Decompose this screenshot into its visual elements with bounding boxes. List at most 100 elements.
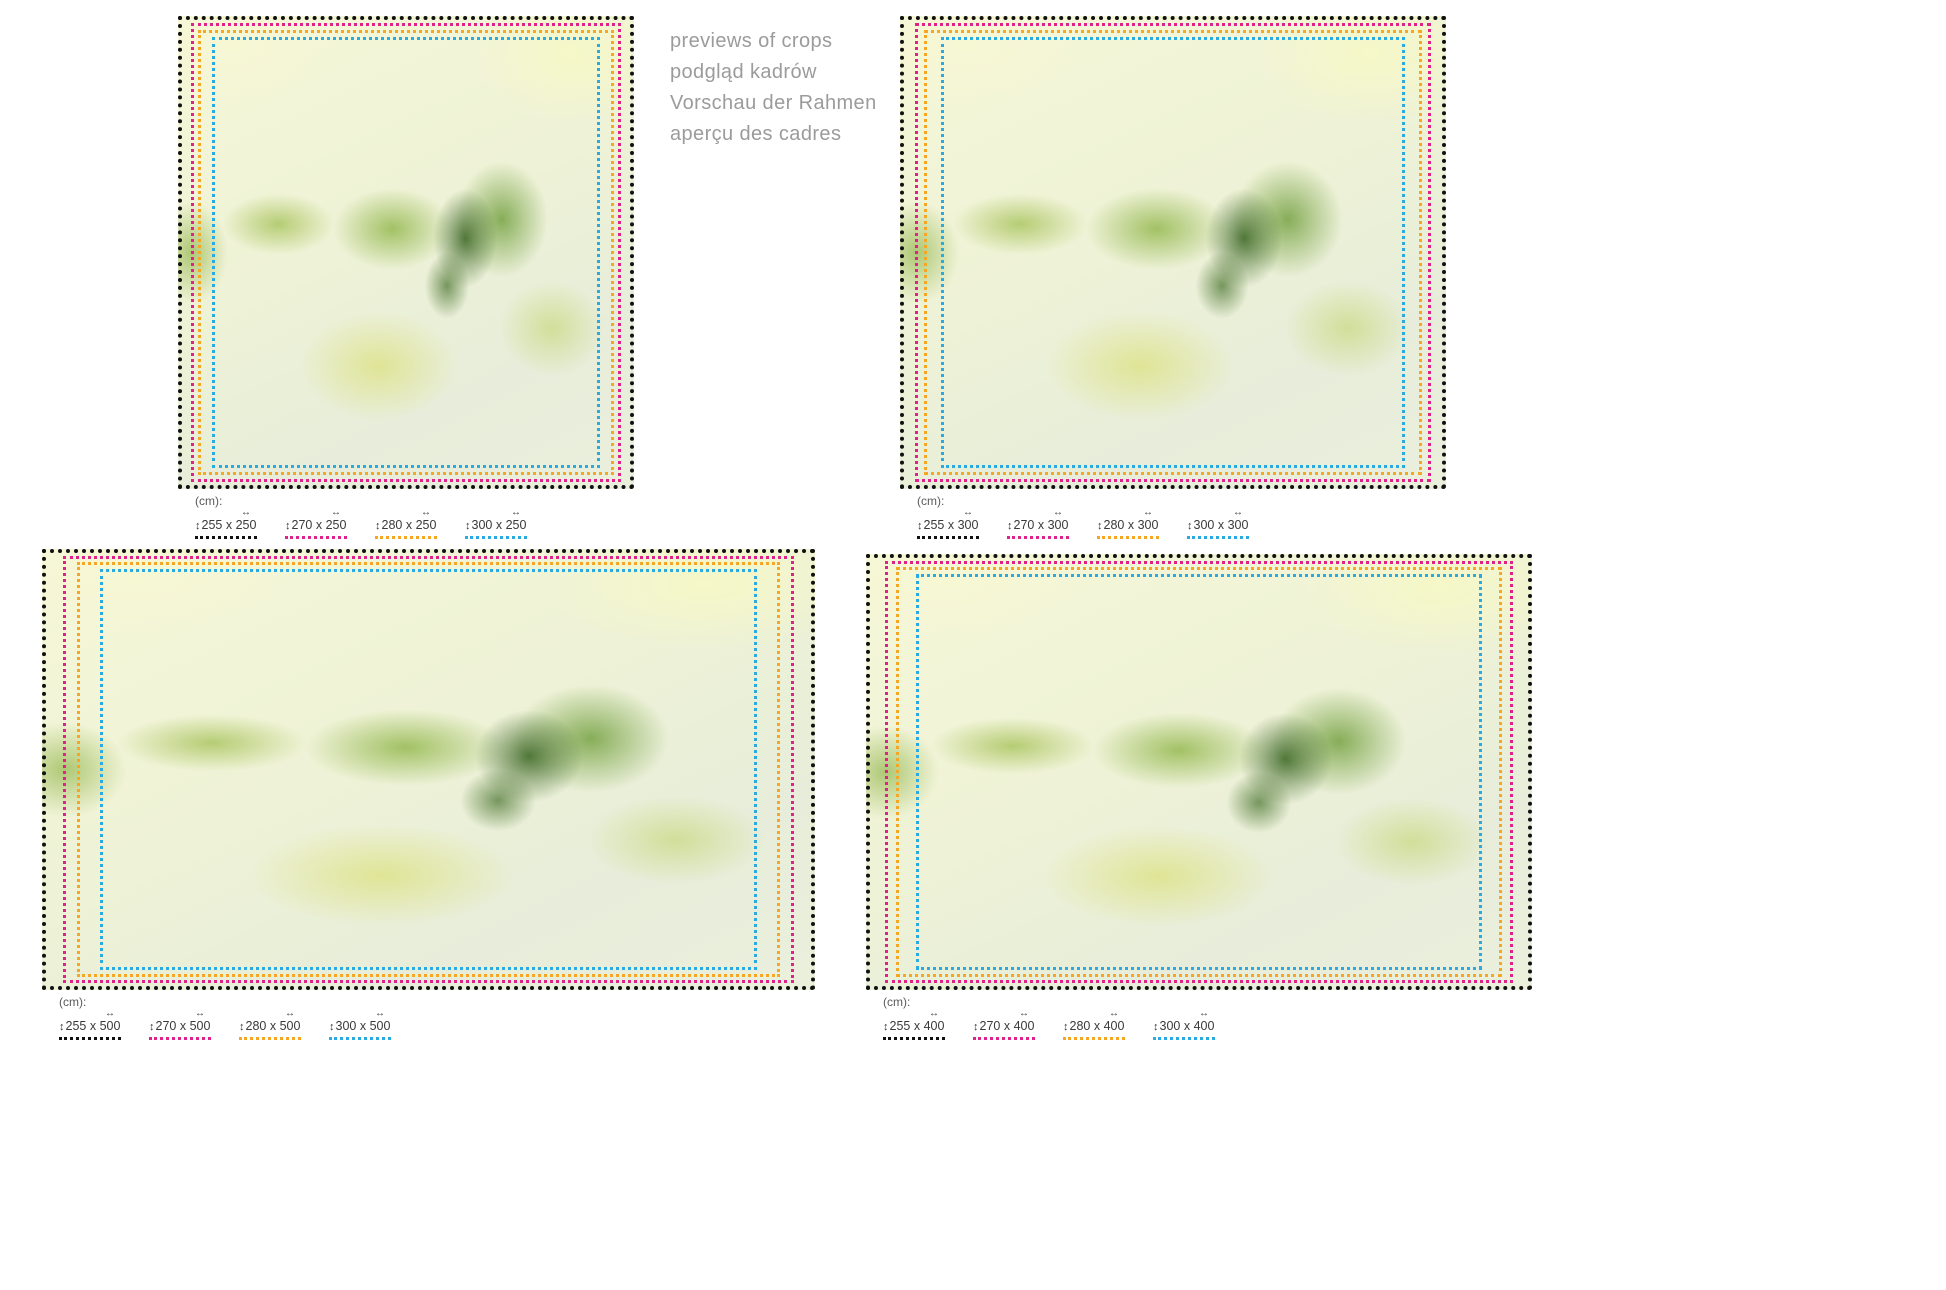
crop-size-label: ↕280 x ↔ 250 xyxy=(375,507,439,532)
size-separator: x xyxy=(402,518,416,532)
size-legend: (cm): ↕255 x ↔ 300 ↕270 x ↔ 300 ↕280 x ↔ 300 ↕… xyxy=(900,494,1446,539)
height-arrow-icon: ↕ xyxy=(239,1021,245,1033)
watercolor-artwork xyxy=(866,554,1532,990)
unit-label: (cm): xyxy=(917,494,945,508)
size-separator: x xyxy=(1090,1019,1104,1033)
height-arrow-icon: ↕ xyxy=(1007,520,1013,532)
height-arrow-icon: ↕ xyxy=(973,1021,979,1033)
size-separator: x xyxy=(266,1019,280,1033)
crop-width-value: ↔ 300 xyxy=(1137,507,1159,532)
crop-frame-300x500-blue xyxy=(100,569,757,970)
crop-width-value: ↔ 300 xyxy=(957,507,979,532)
size-legend: (cm): ↕255 x ↔ 250 ↕270 x ↔ 250 ↕280 x ↔ 250 ↕… xyxy=(178,494,634,539)
crop-preview-panel-500: (cm): ↕255 x ↔ 500 ↕270 x ↔ 500 ↕280 x ↔ 500 ↕… xyxy=(42,549,815,1040)
crop-width-value: ↔ 300 xyxy=(1047,507,1069,532)
dotted-line-swatch-pink xyxy=(1007,536,1069,539)
crop-frame-255x400-black xyxy=(866,554,1532,990)
dotted-line-swatch-blue xyxy=(329,1037,391,1040)
crop-size-label: ↕280 x ↔ 300 xyxy=(1097,507,1161,532)
crop-width-value: ↔ 500 xyxy=(189,1008,211,1033)
height-arrow-icon: ↕ xyxy=(917,520,923,532)
width-arrow-icon: ↔ xyxy=(1232,507,1243,518)
pattern-preview-image xyxy=(42,549,815,990)
crop-frame-280x500-orange xyxy=(77,562,780,977)
crop-frame-300x300-blue xyxy=(941,37,1405,468)
crop-frame-300x250-blue xyxy=(212,37,600,468)
crop-size-label: ↕270 x ↔ 500 xyxy=(149,1008,213,1033)
height-arrow-icon: ↕ xyxy=(1097,520,1103,532)
title-line-fr: aperçu des cadres xyxy=(670,123,842,145)
crop-height-value: 255 xyxy=(65,1019,87,1033)
dotted-line-swatch-pink xyxy=(149,1037,211,1040)
crop-size-item-300x500: ↕300 x ↔ 500 xyxy=(329,1008,393,1040)
watercolor-artwork xyxy=(42,549,815,990)
width-arrow-icon: ↔ xyxy=(510,507,521,518)
crop-size-item-280x250: ↕280 x ↔ 250 xyxy=(375,507,439,539)
crop-height-value: 255 xyxy=(201,518,223,532)
crop-size-label: ↕270 x ↔ 250 xyxy=(285,507,349,532)
pattern-preview-image xyxy=(178,16,634,489)
crop-size-label: ↕280 x ↔ 400 xyxy=(1063,1008,1127,1033)
crop-width-value: ↔ 500 xyxy=(279,1008,301,1033)
crop-frames xyxy=(866,554,1532,990)
crop-size-label: ↕280 x ↔ 500 xyxy=(239,1008,303,1033)
dotted-line-swatch-black xyxy=(883,1037,945,1040)
size-separator: x xyxy=(1124,518,1138,532)
crop-width-value: ↔ 250 xyxy=(325,507,347,532)
crop-size-item-270x500: ↕270 x ↔ 500 xyxy=(149,1008,213,1040)
dotted-line-swatch-pink xyxy=(973,1037,1035,1040)
crop-size-item-280x500: ↕280 x ↔ 500 xyxy=(239,1008,303,1040)
width-arrow-icon: ↔ xyxy=(1108,1008,1119,1019)
width-arrow-icon: ↔ xyxy=(928,1008,939,1019)
width-arrow-icon: ↔ xyxy=(194,1008,205,1019)
crop-size-item-270x400: ↕270 x ↔ 400 xyxy=(973,1008,1037,1040)
title-line-de: Vorschau der Rahmen xyxy=(670,92,877,114)
crop-preview-panel-400: (cm): ↕255 x ↔ 400 ↕270 x ↔ 400 ↕280 x ↔ 400 ↕… xyxy=(866,554,1532,1040)
crop-frame-270x300-pink xyxy=(915,23,1431,482)
size-separator: x xyxy=(312,518,326,532)
crop-preview-panel-300: (cm): ↕255 x ↔ 300 ↕270 x ↔ 300 ↕280 x ↔ 300 ↕… xyxy=(900,16,1446,539)
title-block: previews of crops podgląd kadrów Vorscha… xyxy=(670,26,877,150)
crop-size-item-255x300: ↕255 x ↔ 300 xyxy=(917,507,981,539)
height-arrow-icon: ↕ xyxy=(1187,520,1193,532)
crop-height-value: 280 xyxy=(1103,518,1125,532)
size-separator: x xyxy=(910,1019,924,1033)
crop-frames xyxy=(178,16,634,489)
crop-size-label: ↕255 x ↔ 250 xyxy=(195,507,259,532)
dotted-line-swatch-blue xyxy=(1187,536,1249,539)
crop-height-value: 300 xyxy=(335,1019,357,1033)
crop-height-value: 270 xyxy=(979,1019,1001,1033)
crop-height-value: 255 xyxy=(923,518,945,532)
crop-height-value: 270 xyxy=(291,518,313,532)
crop-size-item-300x400: ↕300 x ↔ 400 xyxy=(1153,1008,1217,1040)
width-arrow-icon: ↔ xyxy=(1018,1008,1029,1019)
width-arrow-icon: ↔ xyxy=(1142,507,1153,518)
crop-width-value: ↔ 500 xyxy=(99,1008,121,1033)
crop-size-item-270x300: ↕270 x ↔ 300 xyxy=(1007,507,1071,539)
crop-frame-270x500-pink xyxy=(63,556,794,983)
crop-size-label: ↕300 x ↔ 250 xyxy=(465,507,529,532)
crop-frame-270x400-pink xyxy=(885,561,1513,983)
size-separator: x xyxy=(1180,1019,1194,1033)
crop-frame-280x250-orange xyxy=(198,30,614,475)
dotted-line-swatch-orange xyxy=(1063,1037,1125,1040)
title-line-en: previews of crops xyxy=(670,30,833,52)
crop-width-value: ↔ 400 xyxy=(923,1008,945,1033)
size-legend: (cm): ↕255 x ↔ 500 ↕270 x ↔ 500 ↕280 x ↔ 500 ↕… xyxy=(42,995,815,1040)
crop-size-label: ↕300 x ↔ 500 xyxy=(329,1008,393,1033)
crop-size-item-255x500: ↕255 x ↔ 500 xyxy=(59,1008,123,1040)
height-arrow-icon: ↕ xyxy=(195,520,201,532)
size-separator: x xyxy=(356,1019,370,1033)
pattern-preview-image xyxy=(900,16,1446,489)
dotted-line-swatch-black xyxy=(59,1037,121,1040)
crop-frames xyxy=(42,549,815,990)
height-arrow-icon: ↕ xyxy=(1153,1021,1159,1033)
size-separator: x xyxy=(222,518,236,532)
height-arrow-icon: ↕ xyxy=(375,520,381,532)
crop-frame-280x300-orange xyxy=(924,30,1422,475)
watercolor-artwork xyxy=(900,16,1446,489)
width-arrow-icon: ↔ xyxy=(284,1008,295,1019)
dotted-line-swatch-orange xyxy=(239,1037,301,1040)
crop-width-value: ↔ 400 xyxy=(1193,1008,1215,1033)
crop-frame-255x250-black xyxy=(178,16,634,489)
